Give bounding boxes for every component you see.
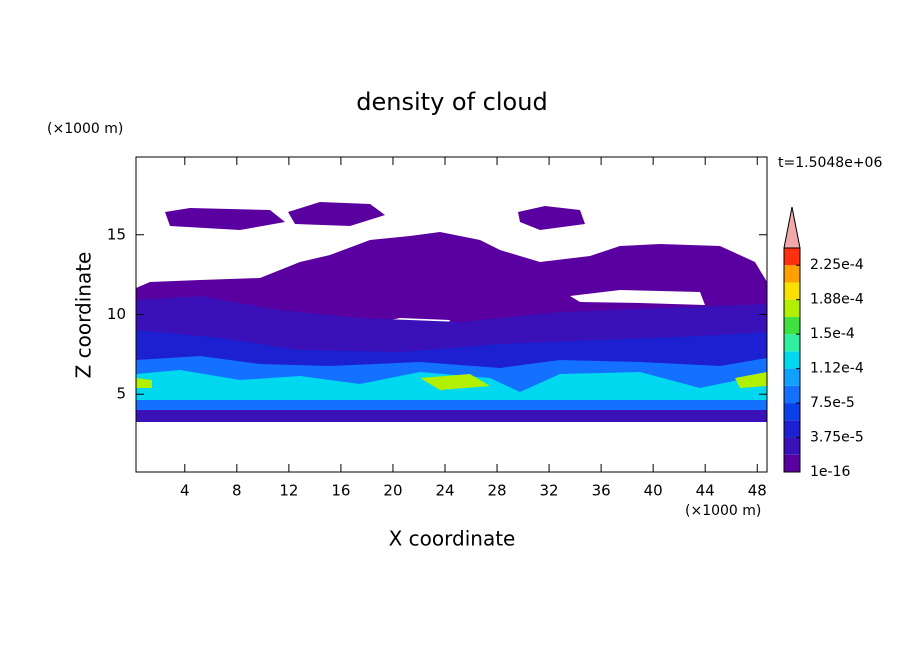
x-tick-label: 12 [279,482,298,500]
colorbar-tick-label: 1.12e-4 [810,361,864,377]
x-tick-label: 40 [644,482,663,500]
y-axis-label: Z coordinate [72,252,96,379]
colorbar-box [784,316,800,335]
colorbar-tick-label: 1.88e-4 [810,292,864,308]
x-tick-label: 24 [435,482,454,500]
colorbar-tick-label: 3.75e-5 [810,430,864,446]
colorbar-box [784,385,800,404]
x-tick-label: 48 [748,482,767,500]
region [136,410,767,422]
colorbar-frame [783,247,801,473]
colorbar-tick-label: 1.5e-4 [810,326,855,342]
x-unit: (×1000 m) [685,503,761,519]
colorbar-box [784,299,800,317]
x-tick-label: 20 [383,482,402,500]
x-tick-label: 8 [232,482,242,500]
colorbar-box [784,282,800,300]
region [136,400,767,410]
x-tick-label: 44 [696,482,715,500]
colorbar-box [784,437,800,455]
region [288,202,385,226]
colorbar-box [784,248,800,266]
x-tick-label: 36 [592,482,611,500]
gap [570,290,705,305]
x-axis-label: X coordinate [389,527,516,551]
colorbar-tick-label: 2.25e-4 [810,257,864,273]
x-tick-label: 28 [487,482,506,500]
x-tick-label: 16 [331,482,350,500]
colorbar-box [784,351,800,369]
y-tick-label: 5 [116,385,126,403]
region [165,208,285,230]
colorbar-box [784,265,800,283]
colorbar-box [784,420,800,438]
colorbar-box [784,368,800,386]
cloud-field [136,202,767,422]
colorbar-tick-label: 7.5e-5 [810,395,855,411]
x-tick-label: 32 [540,482,559,500]
region [518,206,585,230]
chart-title: density of cloud [356,88,547,116]
region [136,372,767,390]
y-tick-label: 10 [107,305,126,323]
y-unit: (×1000 m) [47,121,123,137]
y-tick-label: 15 [107,225,126,243]
colorbar-box [784,454,800,472]
colorbar-tick-label: 1e-16 [810,464,850,480]
colorbar-box [784,334,800,352]
x-tick-label: 4 [180,482,190,500]
colorbar-box [784,403,800,421]
annotation: t=1.5048e+06 [778,155,882,171]
